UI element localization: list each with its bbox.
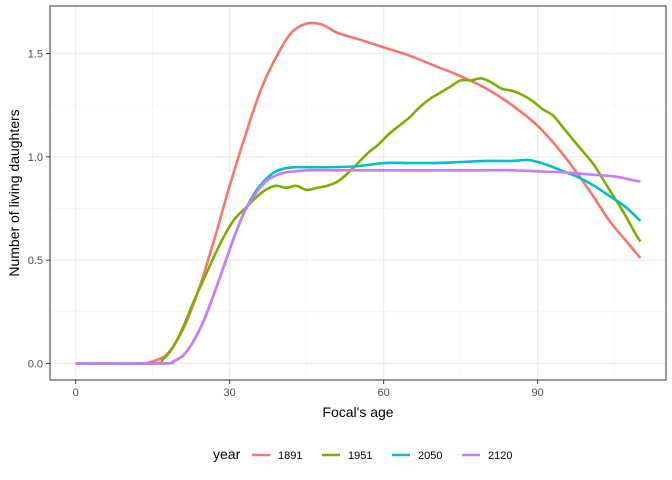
plot-border (49, 5, 667, 381)
x-axis-title: Focal's age (322, 404, 393, 420)
x-tick-label: 90 (532, 387, 544, 399)
x-tick-label: 60 (378, 387, 390, 399)
y-tick-label: 1.0 (28, 152, 43, 164)
y-tick-label: 0.5 (28, 255, 43, 267)
legend-label-2120: 2120 (488, 450, 512, 462)
legend-label-1951: 1951 (348, 450, 372, 462)
legend-label-2050: 2050 (418, 450, 442, 462)
x-tick-label: 0 (73, 387, 79, 399)
series-line-1951 (75, 76, 642, 366)
legend-title: year (213, 446, 241, 462)
series-line-2120 (75, 168, 641, 365)
y-tick-label: 1.5 (28, 49, 43, 61)
x-tick-label: 30 (224, 387, 236, 399)
legend: year 1891 1951 2050 2120 (213, 446, 512, 462)
x-axis: 0 30 60 90 (73, 380, 544, 399)
plot-panel (50, 6, 666, 380)
series-lines (75, 21, 642, 366)
legend-label-1891: 1891 (278, 450, 302, 462)
y-tick-label: 0.0 (28, 358, 43, 370)
y-axis-title: Number of living daughters (6, 109, 22, 276)
y-axis: 0.0 0.5 1.0 1.5 (28, 49, 50, 370)
minor-gridlines (50, 6, 666, 380)
